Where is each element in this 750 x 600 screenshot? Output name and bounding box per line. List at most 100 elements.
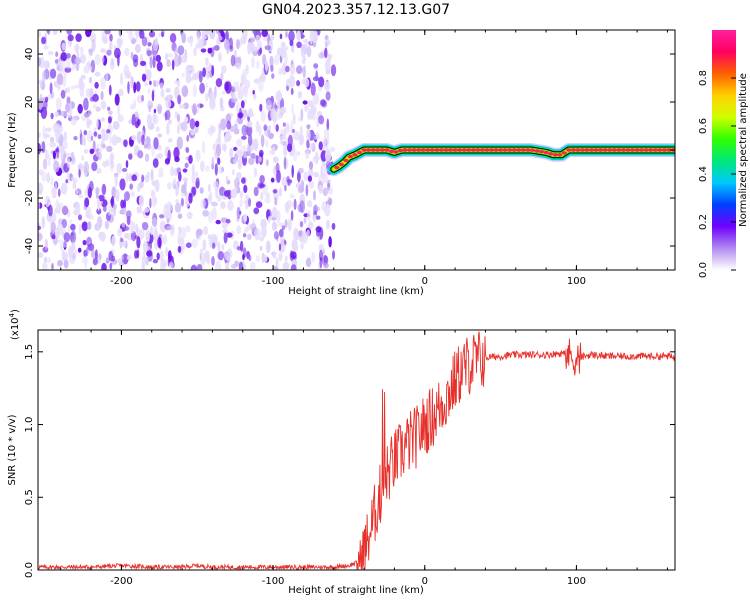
noise-blob xyxy=(157,173,164,178)
noise-blob xyxy=(265,192,271,199)
noise-blob xyxy=(215,30,219,35)
noise-blob xyxy=(130,51,134,60)
noise-blob xyxy=(156,252,160,261)
noise-blob xyxy=(121,221,126,228)
signal-peak-dot xyxy=(552,153,558,157)
noise-blob xyxy=(71,62,76,71)
x-tick-label: -200 xyxy=(110,276,133,287)
noise-blob xyxy=(286,85,289,92)
noise-blob xyxy=(43,256,48,264)
noise-blob xyxy=(124,47,130,57)
noise-blob xyxy=(311,251,316,263)
noise-blob xyxy=(177,125,180,135)
noise-blob xyxy=(162,262,168,268)
noise-blob xyxy=(38,225,42,230)
noise-blob xyxy=(159,220,167,233)
noise-blob xyxy=(136,206,142,214)
noise-blob xyxy=(304,38,309,50)
noise-blob xyxy=(285,30,288,38)
noise-blob xyxy=(152,158,159,168)
noise-blob xyxy=(60,52,68,62)
noise-blob xyxy=(321,162,327,167)
noise-blob xyxy=(246,124,253,137)
noise-blob xyxy=(107,116,112,124)
y-tick-label: -20 xyxy=(24,190,35,206)
noise-blob xyxy=(326,118,330,131)
noise-blob xyxy=(106,129,111,134)
signal-peak-dot xyxy=(561,151,567,155)
noise-blob xyxy=(158,32,161,37)
noise-blob xyxy=(149,80,152,85)
noise-blob xyxy=(316,120,320,128)
noise-blob xyxy=(125,172,129,183)
noise-blob xyxy=(270,65,274,72)
noise-blob xyxy=(118,88,124,97)
noise-blob xyxy=(101,143,106,149)
snr-y-scale-exponent: 4 xyxy=(8,312,16,317)
noise-blob xyxy=(299,125,303,137)
noise-blob xyxy=(57,239,64,244)
noise-blob xyxy=(188,154,193,164)
noise-blob xyxy=(165,52,168,61)
noise-blob xyxy=(258,156,262,162)
snr-y-scale-prefix: (x10 xyxy=(10,317,21,340)
noise-blob xyxy=(174,202,182,213)
noise-blob xyxy=(149,226,154,236)
y-tick-label: 40 xyxy=(24,48,35,61)
noise-blob xyxy=(179,104,186,109)
noise-blob xyxy=(282,262,289,270)
noise-blob xyxy=(269,215,273,221)
noise-blob xyxy=(283,156,287,170)
noise-blob xyxy=(50,136,55,143)
noise-blob xyxy=(38,182,44,195)
noise-blob xyxy=(310,82,316,96)
noise-blob xyxy=(167,149,171,162)
noise-blob xyxy=(190,264,198,270)
noise-blob xyxy=(115,188,120,202)
noise-blob xyxy=(247,120,253,128)
noise-blob xyxy=(211,201,218,207)
signal-peak-dot xyxy=(625,148,631,152)
signal-peak-dot xyxy=(438,148,444,152)
colorbar-tick-label: 0.0 xyxy=(698,262,709,278)
noise-blob xyxy=(211,156,215,170)
noise-blob xyxy=(114,47,121,59)
noise-blob xyxy=(215,260,222,270)
noise-blob xyxy=(298,230,303,237)
noise-blob xyxy=(181,184,187,194)
noise-blob xyxy=(66,53,71,59)
noise-blob xyxy=(287,218,292,232)
signal-peak-dot xyxy=(356,150,363,155)
noise-blob xyxy=(217,131,221,143)
noise-blob xyxy=(84,260,88,269)
noise-blob xyxy=(230,188,237,199)
noise-blob xyxy=(50,112,54,120)
noise-blob xyxy=(250,42,255,48)
noise-blob xyxy=(273,231,279,240)
noise-blob xyxy=(274,196,278,206)
noise-blob xyxy=(94,54,101,66)
noise-blob xyxy=(120,199,125,209)
noise-blob xyxy=(296,41,302,49)
noise-blob xyxy=(320,172,324,177)
noise-blob xyxy=(83,130,88,136)
signal-peak-dot xyxy=(407,148,413,152)
noise-blob xyxy=(245,194,250,201)
noise-blob xyxy=(170,166,175,177)
signal-peak-dot xyxy=(643,148,649,152)
noise-blob xyxy=(270,34,275,41)
noise-blob xyxy=(225,261,230,270)
signal-peak-dot xyxy=(639,148,645,152)
x-tick-label: 0 xyxy=(422,276,428,287)
noise-blob xyxy=(313,171,319,178)
noise-blob xyxy=(185,73,192,84)
noise-blob xyxy=(202,225,209,236)
snr-y-ticks: 0.0 0.5 1.0 1.5 xyxy=(24,344,675,578)
noise-blob xyxy=(186,211,193,220)
noise-blob xyxy=(173,146,180,160)
noise-blob xyxy=(144,64,148,75)
signal-peak-dot xyxy=(652,148,658,152)
signal-peak-dot xyxy=(416,148,422,152)
noise-blob xyxy=(163,203,170,209)
noise-blob xyxy=(309,31,313,45)
